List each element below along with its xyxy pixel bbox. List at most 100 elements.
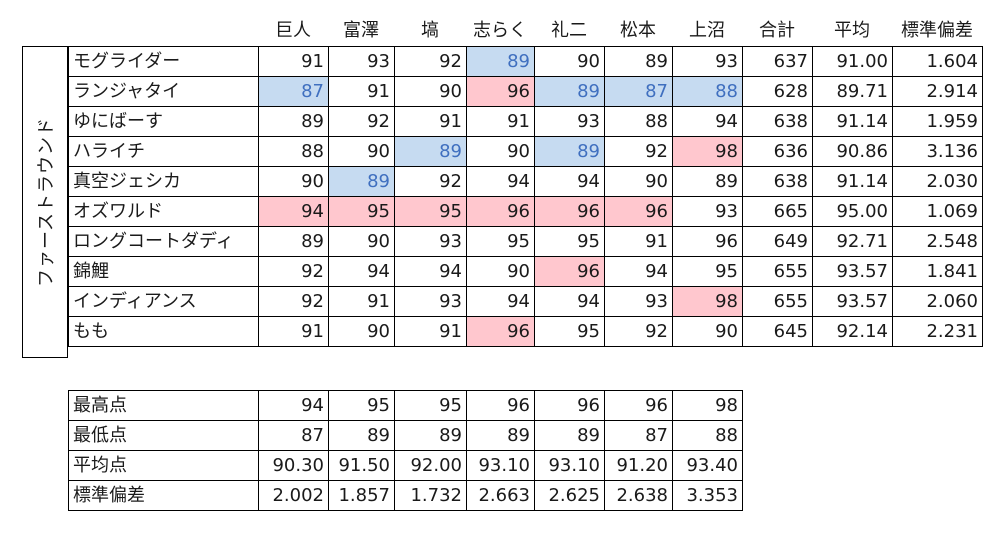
round-label: ファーストラウンド: [36, 116, 57, 288]
judge-score: 96: [466, 196, 535, 227]
average-score: 91.14: [812, 166, 893, 197]
stddev-score: 2.030: [892, 166, 983, 197]
stddev-score: 1.959: [892, 106, 983, 137]
stats-label: 標準偏差: [68, 480, 259, 511]
judge-score: 95: [672, 256, 743, 287]
average-score: 93.57: [812, 286, 893, 317]
header-kyojin: 巨人: [275, 20, 311, 41]
stats-value: 2.002: [258, 480, 329, 511]
judge-score: 96: [466, 76, 535, 107]
contestant-name: 真空ジェシカ: [68, 166, 259, 197]
contestant-name: オズワルド: [68, 196, 259, 227]
judge-score: 87: [258, 76, 329, 107]
total-score: 655: [742, 286, 813, 317]
stats-table: 最高点 94 95 95 96 96 96 98 最低点 87 89 89 89 89 87 88 平均点 90.…: [68, 390, 743, 511]
header-kaminuma: 上沼: [689, 20, 725, 41]
judge-score: 89: [328, 166, 395, 197]
header-total: 合計: [759, 20, 795, 41]
stats-label: 最高点: [68, 390, 259, 421]
contestant-name: ハライチ: [68, 136, 259, 167]
contestant-name: モグライダー: [68, 46, 259, 77]
contestant-name: ゆにばーす: [68, 106, 259, 137]
judge-score: 94: [534, 166, 605, 197]
stats-label: 平均点: [68, 450, 259, 481]
judge-score: 90: [604, 166, 673, 197]
judge-score: 90: [466, 136, 535, 167]
total-score: 665: [742, 196, 813, 227]
judge-score: 92: [258, 256, 329, 287]
stats-value: 94: [258, 390, 329, 421]
judge-score: 98: [672, 136, 743, 167]
judge-score: 95: [534, 226, 605, 257]
score-row: モグライダー 91 93 92 89 90 89 93 637 91.00 1.604: [68, 46, 983, 77]
stats-value: 2.638: [604, 480, 673, 511]
stats-value: 89: [534, 420, 605, 451]
stddev-score: 2.548: [892, 226, 983, 257]
score-row: ロングコートダディ 89 90 93 95 95 91 96 649 92.71 2.548: [68, 226, 983, 257]
judge-score: 98: [672, 286, 743, 317]
judge-score: 92: [328, 106, 395, 137]
score-row: インディアンス 92 91 93 94 94 93 98 655 93.57 2.060: [68, 286, 983, 317]
total-score: 645: [742, 316, 813, 347]
judge-score: 93: [604, 286, 673, 317]
total-score: 638: [742, 166, 813, 197]
judge-score: 94: [328, 256, 395, 287]
header-matsumoto: 松本: [620, 20, 656, 41]
total-score: 636: [742, 136, 813, 167]
judge-score: 95: [394, 196, 467, 227]
judge-score: 93: [394, 286, 467, 317]
stats-value: 90.30: [258, 450, 329, 481]
stats-value: 87: [258, 420, 329, 451]
judge-score: 91: [604, 226, 673, 257]
judge-score: 90: [534, 46, 605, 77]
stddev-score: 3.136: [892, 136, 983, 167]
stats-row: 最低点 87 89 89 89 89 87 88: [68, 420, 743, 451]
stddev-score: 2.231: [892, 316, 983, 347]
stats-value: 95: [394, 390, 467, 421]
judge-score: 91: [258, 316, 329, 347]
stddev-score: 1.841: [892, 256, 983, 287]
judge-score: 88: [604, 106, 673, 137]
judge-score: 90: [394, 76, 467, 107]
judge-score: 93: [394, 226, 467, 257]
total-score: 637: [742, 46, 813, 77]
stats-value: 2.663: [466, 480, 535, 511]
judge-score: 94: [466, 166, 535, 197]
judge-score: 91: [258, 46, 329, 77]
average-score: 91.14: [812, 106, 893, 137]
score-row: 錦鯉 92 94 94 90 96 94 95 655 93.57 1.841: [68, 256, 983, 287]
stats-value: 91.20: [604, 450, 673, 481]
stats-value: 1.857: [328, 480, 395, 511]
judge-score: 89: [604, 46, 673, 77]
header-average: 平均: [834, 20, 870, 41]
judge-score: 89: [466, 46, 535, 77]
judge-score: 91: [394, 316, 467, 347]
judge-score: 88: [672, 76, 743, 107]
stddev-score: 2.914: [892, 76, 983, 107]
stats-value: 3.353: [672, 480, 743, 511]
judge-score: 91: [394, 106, 467, 137]
average-score: 89.71: [812, 76, 893, 107]
judge-score: 87: [604, 76, 673, 107]
average-score: 93.57: [812, 256, 893, 287]
header-hanawa: 塙: [421, 20, 439, 41]
stats-value: 2.625: [534, 480, 605, 511]
average-score: 95.00: [812, 196, 893, 227]
stats-value: 93.40: [672, 450, 743, 481]
score-row: もも 91 90 91 96 95 92 90 645 92.14 2.231: [68, 316, 983, 347]
judge-score: 90: [328, 136, 395, 167]
total-score: 649: [742, 226, 813, 257]
judge-score: 96: [534, 256, 605, 287]
judge-score: 91: [466, 106, 535, 137]
stats-row: 最高点 94 95 95 96 96 96 98: [68, 390, 743, 421]
stddev-score: 1.069: [892, 196, 983, 227]
average-score: 92.14: [812, 316, 893, 347]
judge-score: 93: [328, 46, 395, 77]
header-shiraku: 志らく: [473, 20, 527, 41]
stddev-score: 1.604: [892, 46, 983, 77]
judge-score: 95: [534, 316, 605, 347]
stats-value: 87: [604, 420, 673, 451]
stats-row: 平均点 90.30 91.50 92.00 93.10 93.10 91.20 93.40: [68, 450, 743, 481]
stats-value: 98: [672, 390, 743, 421]
judge-score: 93: [672, 46, 743, 77]
